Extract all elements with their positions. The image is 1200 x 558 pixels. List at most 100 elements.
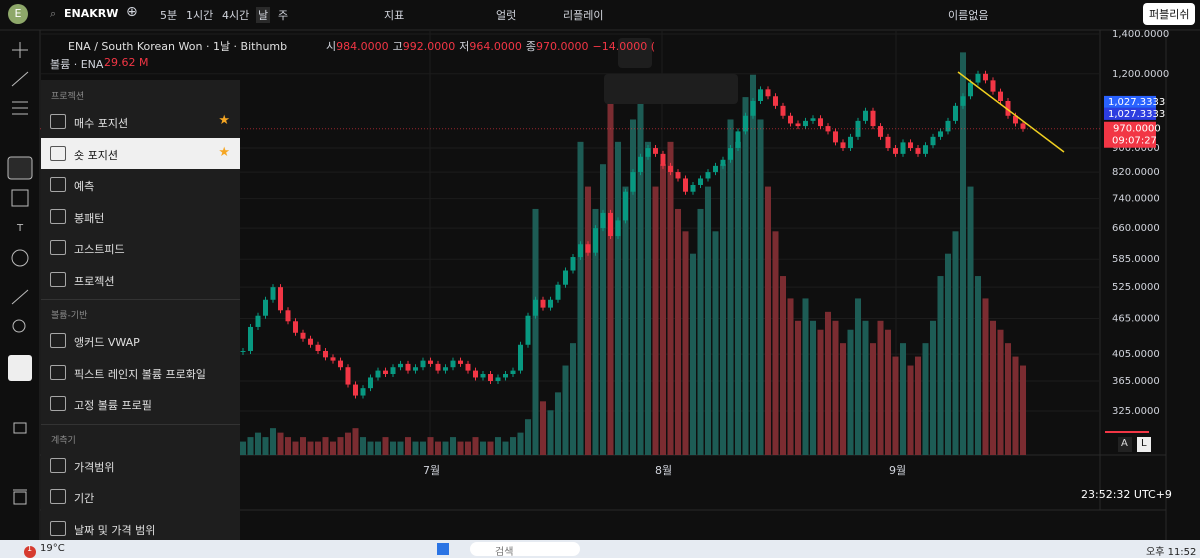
item-icon — [50, 208, 66, 224]
menu-item[interactable]: 기간 — [41, 481, 240, 512]
item-icon — [50, 333, 66, 348]
publish-button[interactable]: 퍼블리쉬 — [1143, 3, 1196, 25]
volume-bar — [780, 276, 786, 455]
candle — [720, 159, 726, 166]
volume-bar — [840, 343, 846, 455]
volume-bar — [495, 437, 501, 455]
tool-menu: 프로젝션 매수 포지션 ★ 숏 포지션 ★ 예측 봉패턴 고스트피드 프로젝션 볼륨-기반 앵커드 … — [41, 80, 240, 540]
menu-item[interactable]: 매수 포지션 ★ — [41, 106, 240, 137]
search-icon[interactable]: ⌕ — [50, 7, 57, 20]
candle — [953, 105, 958, 121]
scale-button[interactable] — [1137, 437, 1151, 452]
indicators[interactable]: 지표 — [384, 9, 405, 22]
menu-item[interactable]: 예측 — [41, 169, 240, 200]
volume-bar — [667, 141, 674, 455]
search-box[interactable] — [470, 542, 580, 556]
volume-bar — [315, 441, 321, 455]
symbol[interactable]: ENAKRW — [64, 7, 119, 20]
item-label: 앵커드 VWAP — [74, 336, 140, 349]
volume-bar — [1005, 343, 1011, 455]
volume-bar — [487, 441, 494, 455]
volume-bar — [990, 320, 996, 455]
alert[interactable]: 얼럿 — [496, 9, 517, 22]
candle — [1005, 101, 1011, 116]
volume-bar — [465, 441, 471, 455]
favorite-star[interactable]: ★ — [218, 113, 230, 128]
ohlc-value: 970.0000 — [536, 40, 589, 53]
candle — [540, 299, 546, 308]
candle — [353, 384, 358, 396]
start-button[interactable] — [437, 543, 449, 555]
replay[interactable]: 리플레이 — [563, 9, 604, 22]
menu-item[interactable]: 봉패턴 — [41, 201, 240, 232]
layout-name[interactable]: 이름없음 — [948, 9, 989, 22]
menu-item[interactable]: 앵커드 VWAP — [41, 325, 240, 356]
item-label: 가격범위 — [74, 460, 115, 474]
volume-bar — [975, 276, 981, 455]
volume-bar — [952, 231, 959, 455]
interval[interactable]: 주 — [278, 9, 289, 22]
candle — [690, 184, 696, 192]
countdown: 09:07:27 — [1112, 136, 1157, 147]
item-icon — [50, 457, 66, 473]
volume-bar — [607, 97, 614, 456]
last-price-tag — [1104, 121, 1156, 148]
candle — [435, 363, 441, 371]
candle — [323, 350, 328, 358]
volume-bar — [787, 298, 794, 455]
scale-auto[interactable]: A — [1121, 438, 1128, 449]
volume-bar — [1020, 365, 1026, 455]
item-label: 기간 — [74, 492, 95, 505]
menu-item[interactable]: 프로젝션 — [41, 264, 240, 295]
volume-bar — [502, 441, 509, 455]
candle — [915, 148, 921, 154]
volume-bar — [825, 311, 831, 455]
avatar[interactable]: E — [8, 4, 28, 24]
price-tag — [1104, 107, 1156, 120]
interval[interactable]: 5분 — [160, 9, 178, 22]
menu-item[interactable]: 픽스트 레인지 볼륨 프로화일 — [41, 357, 240, 388]
candle — [653, 148, 658, 154]
volume-bar — [420, 441, 426, 455]
candle — [698, 178, 703, 185]
interval[interactable]: 1시간 — [186, 9, 214, 22]
search-placeholder[interactable]: 검색 — [495, 547, 514, 558]
y-tick-label: 405.0000 — [1112, 349, 1160, 360]
y-tick-label: 325.0000 — [1112, 406, 1160, 417]
candle — [990, 80, 996, 92]
candle — [975, 73, 981, 83]
menu-item[interactable]: 고스트피드 — [41, 232, 240, 263]
candle — [833, 131, 838, 143]
candle — [630, 172, 636, 192]
menu-item[interactable]: 고정 볼륨 프로필 — [41, 388, 240, 419]
item-icon — [50, 520, 66, 536]
candle — [660, 153, 666, 166]
candle — [683, 178, 688, 192]
candle — [938, 131, 943, 137]
volume-bar — [375, 441, 381, 455]
scale-log[interactable]: L — [1141, 438, 1147, 449]
menu-item[interactable]: 숏 포지션 ★ — [41, 137, 240, 169]
item-label: 봉패턴 — [74, 211, 105, 225]
favorite-star[interactable]: ★ — [218, 144, 230, 160]
price-tag-label: 1,027.3333 — [1108, 97, 1165, 108]
menu-item[interactable]: 가격범위 — [41, 450, 240, 481]
menu-item[interactable]: 날짜 및 가격 범위 — [41, 513, 240, 544]
scale-button[interactable] — [1118, 437, 1132, 452]
y-tick-label: 660.0000 — [1112, 223, 1160, 234]
candle — [810, 118, 816, 121]
candle — [705, 172, 711, 179]
add-symbol[interactable]: ⊕ — [126, 4, 138, 20]
candle — [495, 377, 501, 381]
ohlc-label: 시 — [326, 40, 337, 53]
system-time: 오후 11:52 — [1146, 547, 1197, 558]
candle — [510, 370, 516, 375]
interval[interactable]: 4시간 — [222, 9, 250, 22]
candle — [728, 148, 733, 160]
volume-bar — [945, 253, 951, 455]
month-label: 7월 — [423, 464, 441, 477]
badge — [24, 546, 36, 558]
interval[interactable]: 날 — [256, 7, 271, 23]
candle — [885, 136, 891, 149]
